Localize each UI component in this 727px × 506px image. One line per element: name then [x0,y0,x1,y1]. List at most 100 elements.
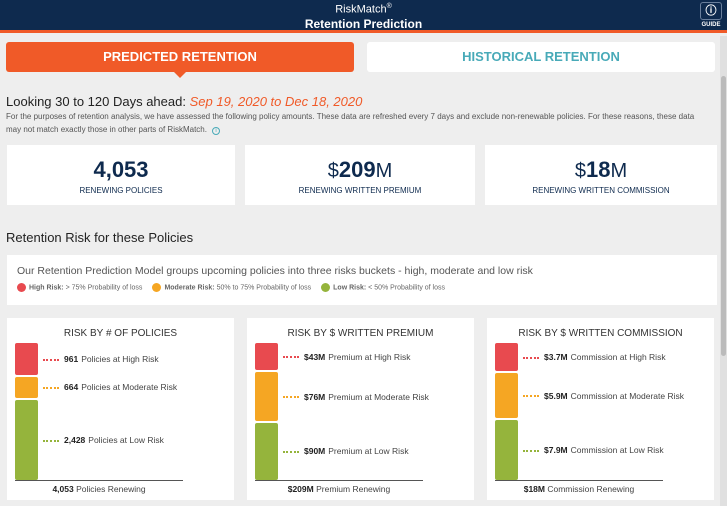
chart-total: $18M Commission Renewing [495,484,663,494]
model-text: Our Retention Prediction Model groups up… [17,265,533,277]
kpi-prefix: $ [327,160,339,182]
brand-name: RiskMatch [335,3,387,16]
total-label: Commission Renewing [547,484,635,494]
leader-line [43,439,59,442]
scrollbar[interactable] [720,36,727,506]
description: For the purposes of retention analysis, … [6,110,706,136]
bar-segment-moderate [255,372,278,421]
bar-segment-high [15,343,38,375]
legend-name: Moderate Risk: [164,284,215,292]
tab-predicted-retention[interactable]: PREDICTED RETENTION [6,42,354,78]
risk-legend: High Risk: > 75% Probability of loss Mod… [17,283,717,292]
brand: RiskMatch® [0,0,727,16]
kpi-prefix: $ [574,160,586,182]
leader-line [523,395,539,398]
legend-low: Low Risk: < 50% Probability of loss [321,283,445,292]
data-label-high: $3.7M Commission at High Risk [523,352,666,362]
risk-chart-card: RISK BY # OF POLICIES 961 Policies at High… [7,318,234,500]
chart-title: RISK BY $ WRITTEN COMMISSION [518,328,683,339]
tab-historical-retention[interactable]: HISTORICAL RETENTION [367,42,715,72]
data-label-low: $90M Premium at Low Risk [283,446,409,456]
data-label-text: Commission at Low Risk [570,444,664,455]
bar-segment-low [495,419,518,480]
data-label-moderate: $76M Premium at Moderate Risk [283,392,429,402]
risk-chart-card: RISK BY $ WRITTEN PREMIUM $43M Premium at … [247,318,474,500]
model-description-box: Our Retention Prediction Model groups up… [7,255,717,305]
page-title: Retention Prediction [304,16,423,31]
leader-line [283,356,299,359]
chart-total: $209M Premium Renewing [255,484,423,494]
heading-text: Looking 30 to 120 Days ahead: [6,94,190,109]
baseline [255,480,423,481]
stacked-bar [15,343,38,480]
data-value: $43M [304,351,326,362]
legend-moderate: Moderate Risk: 50% to 75% Probability of… [152,283,311,292]
kpi-written-premium: $209M RENEWING WRITTEN PREMIUM [245,145,475,205]
stacked-bar [495,343,518,480]
data-label-text: Policies at Low Risk [88,435,164,446]
stacked-bar [255,343,278,480]
kpi-unit: M [610,160,628,182]
kpi-value: 209 [338,157,376,182]
data-label-text: Commission at Moderate Risk [570,390,684,401]
data-label-high: $43M Premium at High Risk [283,352,410,362]
kpi-written-commission: $18M RENEWING WRITTEN COMMISSION [485,145,717,205]
total-value: 4,053 [52,484,74,494]
data-label-text: Premium at High Risk [328,351,411,362]
kpi-label: RENEWING WRITTEN PREMIUM [298,186,422,195]
high-risk-dot-icon [17,283,26,292]
data-value: $3.7M [544,352,568,363]
total-value: $18M [523,484,545,494]
kpi-label: RENEWING WRITTEN COMMISSION [532,186,670,195]
leader-line [43,358,59,361]
kpi-renewing-policies: 4,053 RENEWING POLICIES [7,145,235,205]
data-label-text: Policies at High Risk [81,353,159,364]
data-value: $76M [304,391,326,402]
data-label-text: Commission at High Risk [570,352,666,363]
total-value: $209M [287,484,314,494]
data-label-high: 961 Policies at High Risk [43,354,159,364]
legend-desc: > 75% Probability of loss [65,284,143,292]
total-label: Premium Renewing [316,484,391,494]
bar-segment-moderate [495,373,518,418]
data-label-low: $7.9M Commission at Low Risk [523,445,664,455]
data-label-moderate: $5.9M Commission at Moderate Risk [523,391,684,401]
description-text: For the purposes of retention analysis, … [6,112,695,134]
data-value: 664 [64,382,79,393]
data-value: 961 [64,353,79,364]
data-label-moderate: 664 Policies at Moderate Risk [43,382,177,392]
data-value: $7.9M [544,444,568,455]
date-range: Sep 19, 2020 to Dec 18, 2020 [189,94,363,109]
leader-line [523,356,539,359]
bar-segment-high [255,343,278,371]
bar-segment-low [255,422,278,480]
data-value: $90M [304,446,326,457]
date-range-heading: Looking 30 to 120 Days ahead: Sep 19, 20… [6,94,362,109]
bar-segment-low [15,400,38,480]
legend-desc: 50% to 75% Probability of loss [216,284,312,292]
moderate-risk-dot-icon [152,283,162,292]
risk-chart-card: RISK BY $ WRITTEN COMMISSION $3.7M Commiss… [487,318,714,500]
kpi-unit: M [375,160,393,182]
low-risk-dot-icon [321,283,331,292]
chart-total: 4,053 Policies Renewing [15,484,183,494]
section-title: Retention Risk for these Policies [6,230,194,245]
data-value: 2,428 [64,435,86,446]
app-header: RiskMatch® Retention Prediction ⓘ GUIDE [0,0,727,33]
leader-line [283,451,299,454]
kpi-value: 4,053 [93,157,149,182]
legend-high: High Risk: > 75% Probability of loss [17,283,142,292]
info-icon[interactable]: i [211,127,220,135]
data-label-text: Premium at Low Risk [328,446,409,457]
legend-desc: < 50% Probability of loss [368,284,446,292]
baseline [15,480,183,481]
total-label: Policies Renewing [76,484,146,494]
scrollbar-thumb[interactable] [721,76,726,356]
kpi-label: RENEWING POLICIES [79,186,163,195]
guide-button[interactable]: ⓘ GUIDE [699,2,723,30]
chart-title: RISK BY $ WRITTEN PREMIUM [287,328,434,339]
leader-line [283,396,299,399]
chart-title: RISK BY # OF POLICIES [63,328,178,339]
data-label-text: Premium at Moderate Risk [328,391,429,402]
guide-label: GUIDE [701,22,721,28]
